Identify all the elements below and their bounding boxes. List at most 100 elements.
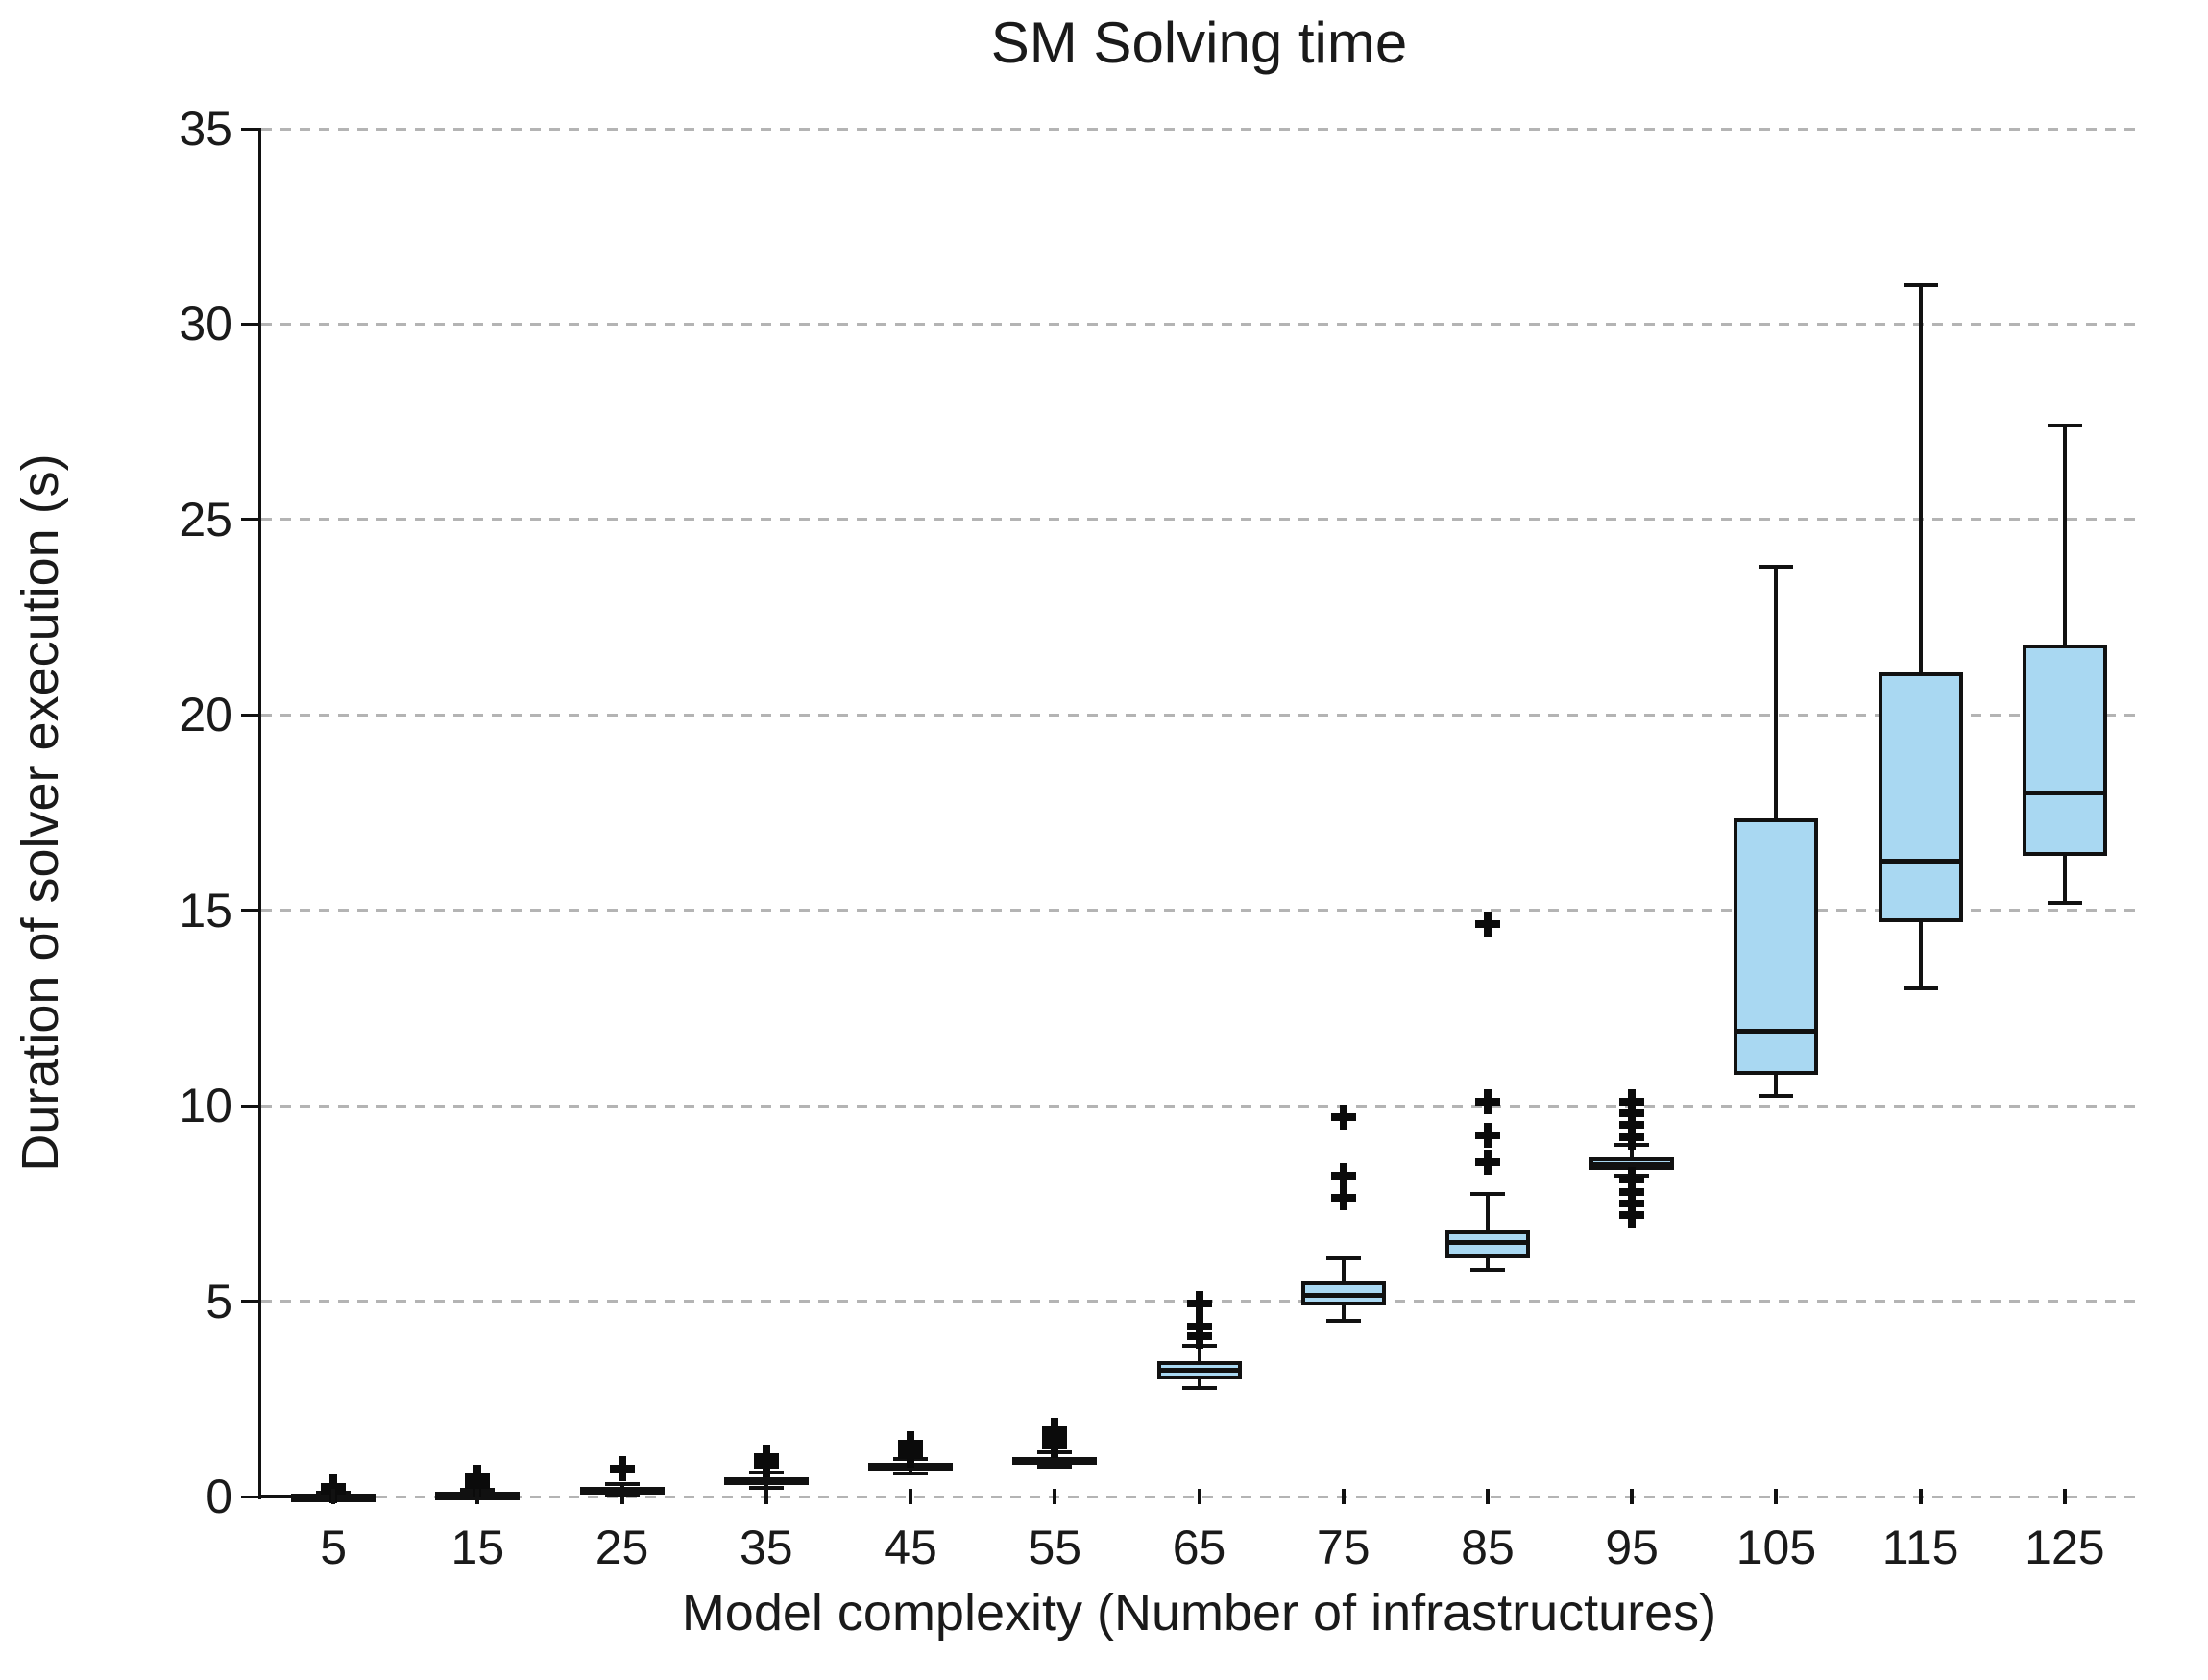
y-tick-0	[241, 1495, 261, 1498]
upper-whisker-cap-85	[1469, 1191, 1505, 1196]
median-125	[2022, 791, 2107, 796]
box-115	[1878, 671, 1963, 922]
lower-whisker-cap-55	[1037, 1465, 1073, 1470]
x-tick-label-115: 115	[1881, 1521, 1959, 1574]
outlier-marker-65-2	[1186, 1290, 1212, 1316]
y-tick-label-5: 5	[206, 1274, 232, 1328]
y-tick-label-30: 30	[179, 297, 232, 352]
upper-whisker-115	[1918, 284, 1923, 672]
x-tick-35	[764, 1489, 768, 1504]
median-85	[1444, 1240, 1530, 1246]
x-tick-label-125: 125	[2025, 1521, 2105, 1574]
upper-whisker-85	[1485, 1193, 1490, 1231]
lower-whisker-85	[1485, 1257, 1490, 1271]
gridline-20	[261, 713, 2137, 717]
y-tick-5	[241, 1300, 261, 1303]
gridline-25	[261, 518, 2137, 522]
y-tick-label-25: 25	[179, 492, 232, 547]
x-tick-label-35: 35	[739, 1521, 793, 1574]
y-tick-35	[241, 127, 261, 131]
median-105	[1734, 1029, 1819, 1035]
x-axis-corner-segment	[258, 1495, 299, 1498]
x-tick-75	[1341, 1489, 1346, 1504]
upper-whisker-cap-115	[1903, 282, 1938, 287]
lower-whisker-cap-85	[1469, 1268, 1505, 1273]
upper-whisker-75	[1341, 1257, 1346, 1282]
box-105	[1734, 818, 1819, 1075]
outlier-marker-95-7	[1619, 1089, 1645, 1115]
gridline-15	[261, 909, 2137, 913]
x-tick-65	[1197, 1489, 1201, 1504]
lower-whisker-cap-35	[748, 1486, 784, 1491]
x-tick-label-85: 85	[1461, 1521, 1515, 1574]
y-axis-label: Duration of solver execution (s)	[12, 453, 69, 1172]
x-tick-label-25: 25	[594, 1521, 649, 1574]
outlier-marker-25-0	[609, 1455, 635, 1481]
upper-whisker-cap-25	[604, 1481, 640, 1486]
outlier-marker-55-2	[1042, 1417, 1068, 1443]
x-tick-label-105: 105	[1735, 1521, 1817, 1574]
outlier-marker-85-0	[1474, 1150, 1500, 1176]
median-55	[1012, 1457, 1098, 1463]
lower-whisker-cap-75	[1325, 1318, 1361, 1323]
x-tick-115	[1918, 1489, 1923, 1504]
outlier-marker-75-2	[1330, 1105, 1356, 1131]
y-tick-label-0: 0	[206, 1470, 232, 1523]
median-75	[1300, 1292, 1386, 1298]
y-tick-15	[241, 909, 261, 913]
y-tick-label-15: 15	[179, 883, 232, 937]
outlier-marker-75-0	[1330, 1184, 1356, 1210]
x-tick-125	[2062, 1489, 2067, 1504]
y-tick-20	[241, 713, 261, 717]
median-95	[1589, 1161, 1675, 1167]
x-tick-label-5: 5	[320, 1521, 348, 1574]
median-35	[723, 1478, 809, 1484]
x-tick-label-45: 45	[884, 1521, 937, 1574]
median-115	[1878, 859, 1963, 864]
x-tick-105	[1774, 1489, 1779, 1504]
upper-whisker-105	[1774, 566, 1779, 819]
gridline-10	[261, 1104, 2137, 1108]
upper-whisker-125	[2062, 426, 2067, 645]
lower-whisker-125	[2062, 855, 2067, 903]
x-tick-95	[1630, 1489, 1635, 1504]
outlier-marker-45-2	[898, 1431, 924, 1457]
x-tick-55	[1053, 1489, 1057, 1504]
x-tick-label-65: 65	[1172, 1521, 1226, 1574]
outlier-marker-85-2	[1474, 1089, 1500, 1115]
y-tick-10	[241, 1104, 261, 1108]
upper-whisker-95	[1630, 1144, 1635, 1158]
box-125	[2022, 645, 2107, 856]
outlier-marker-15-1	[465, 1464, 491, 1490]
plot-area: 0 5 10 15 20 25 30 35 5 15 25 35 45 55 65 75 85 95 105 115 1…	[179, 105, 2137, 1573]
outlier-marker-85-1	[1474, 1122, 1500, 1148]
gridline-30	[261, 322, 2137, 326]
lower-whisker-cap-45	[893, 1471, 929, 1475]
outlier-marker-85-3	[1474, 911, 1500, 937]
outlier-marker-75-1	[1330, 1163, 1356, 1189]
x-tick-label-55: 55	[1028, 1521, 1082, 1574]
x-tick-15	[475, 1489, 480, 1504]
lower-whisker-65	[1197, 1378, 1201, 1388]
outlier-marker-65-1	[1186, 1314, 1212, 1340]
y-tick-label-20: 20	[179, 688, 232, 743]
y-tick-25	[241, 518, 261, 522]
lower-whisker-115	[1918, 921, 1923, 989]
y-tick-label-35: 35	[179, 102, 232, 156]
gridline-35	[261, 127, 2137, 131]
x-tick-label-95: 95	[1605, 1521, 1659, 1574]
x-tick-label-75: 75	[1316, 1521, 1371, 1574]
x-tick-25	[619, 1489, 624, 1504]
upper-whisker-cap-125	[2047, 424, 2082, 428]
x-tick-label-15: 15	[450, 1521, 505, 1574]
lower-whisker-cap-125	[2047, 900, 2082, 905]
upper-whisker-65	[1197, 1346, 1201, 1361]
upper-whisker-cap-75	[1325, 1255, 1361, 1260]
lower-whisker-105	[1774, 1074, 1779, 1096]
lower-whisker-cap-115	[1903, 986, 1938, 991]
upper-whisker-cap-105	[1759, 564, 1794, 569]
y-tick-30	[241, 322, 261, 326]
outlier-marker-95-3	[1619, 1167, 1645, 1193]
x-tick-5	[331, 1489, 336, 1504]
